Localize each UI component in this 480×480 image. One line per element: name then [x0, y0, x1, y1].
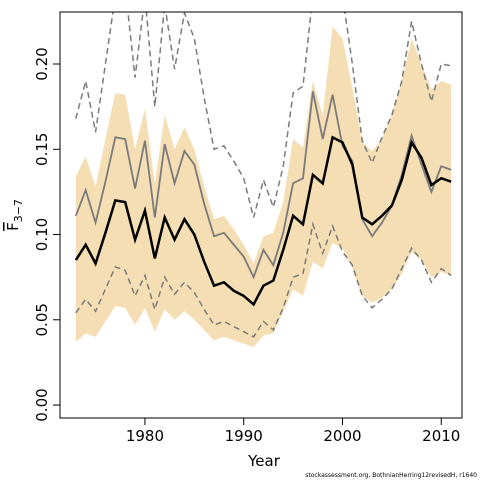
y-label-subscript: 3−7: [12, 199, 25, 222]
y-axis-label: F3−7: [4, 199, 25, 231]
y-tick-label: 0.00: [33, 388, 51, 421]
x-tick-label: 1980: [126, 427, 164, 445]
x-axis-label: Year: [247, 452, 281, 470]
x-tick-label: 2000: [323, 427, 361, 445]
y-tick-label: 0.15: [33, 133, 51, 166]
confidence-band: [75, 26, 452, 348]
dashed-line: [75, 221, 452, 338]
y-tick-label: 0.10: [33, 218, 51, 251]
y-tick-label: 0.20: [33, 47, 51, 80]
plot-area: [74, 12, 452, 348]
x-tick-label: 2010: [422, 427, 460, 445]
line: [74, 135, 452, 307]
dashed-line: [75, 12, 452, 218]
plot-frame: [59, 11, 463, 419]
footnote: stockassessment.org, BothnianHerring12re…: [305, 472, 477, 479]
y-label-main: F: [4, 222, 22, 231]
y-tick-label: 0.05: [33, 303, 51, 336]
line: [74, 91, 452, 280]
x-tick-label: 1990: [225, 427, 263, 445]
